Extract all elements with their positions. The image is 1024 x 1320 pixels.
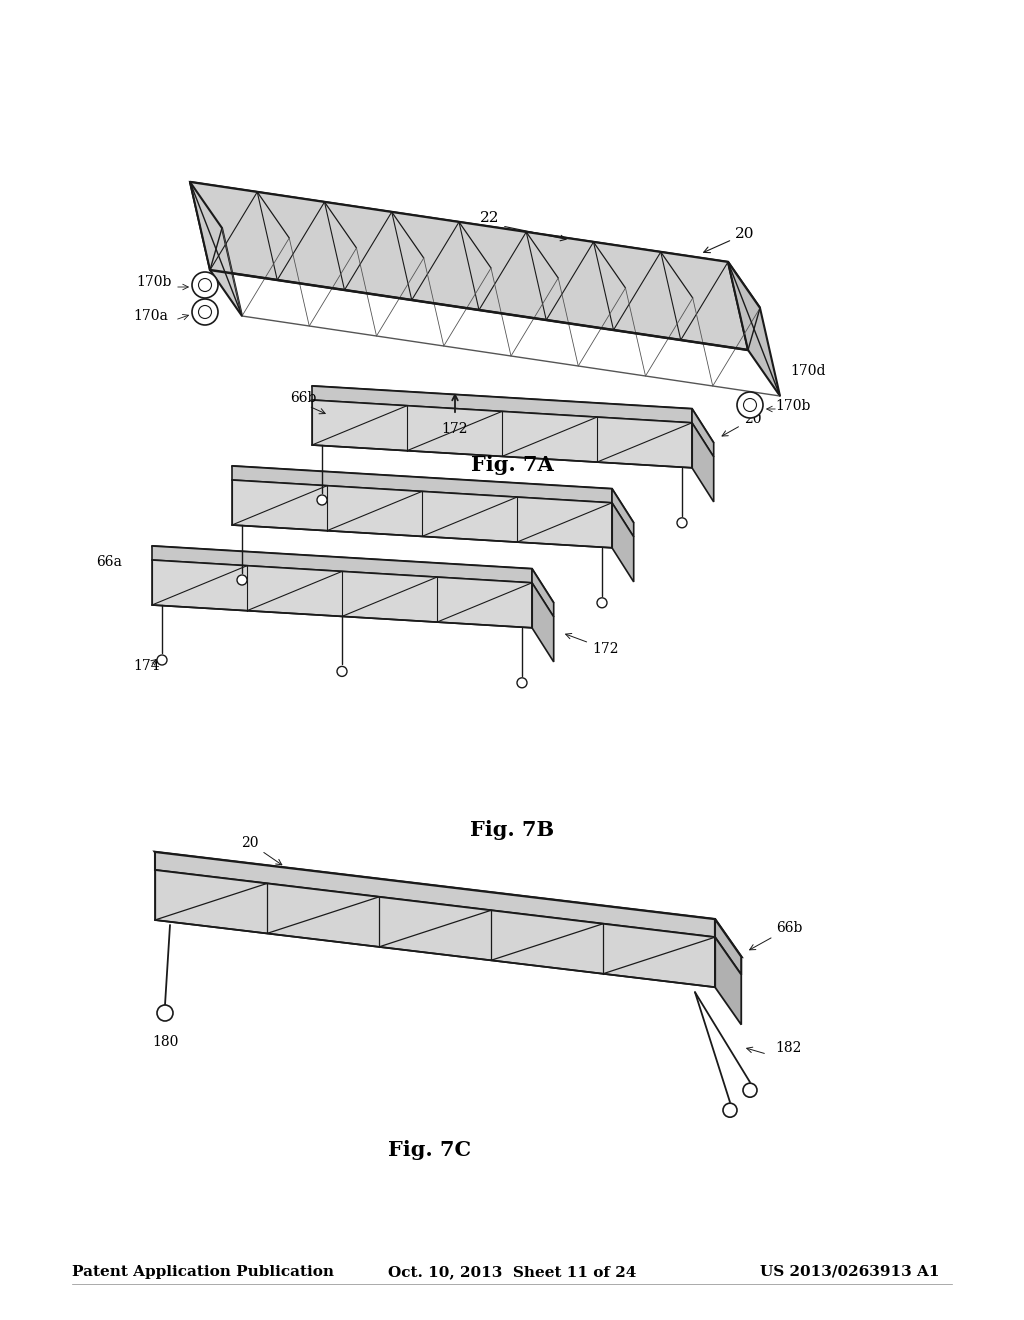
Circle shape [193, 272, 218, 298]
Polygon shape [232, 466, 634, 523]
Text: Fig. 7B: Fig. 7B [470, 820, 554, 840]
Polygon shape [190, 182, 760, 308]
Circle shape [157, 655, 167, 665]
Text: US 2013/0263913 A1: US 2013/0263913 A1 [761, 1265, 940, 1279]
Text: 20: 20 [703, 227, 755, 252]
Polygon shape [312, 385, 714, 444]
Text: 172: 172 [441, 422, 468, 436]
Polygon shape [715, 937, 741, 1024]
Circle shape [237, 576, 247, 585]
Text: 66b: 66b [291, 391, 316, 405]
Polygon shape [612, 503, 634, 582]
Circle shape [517, 677, 527, 688]
Polygon shape [715, 919, 741, 974]
Text: 20: 20 [242, 836, 282, 865]
Polygon shape [692, 409, 714, 457]
Text: Patent Application Publication: Patent Application Publication [72, 1265, 334, 1279]
Polygon shape [232, 466, 612, 503]
Polygon shape [728, 261, 780, 396]
Text: 174: 174 [134, 659, 161, 673]
Circle shape [677, 517, 687, 528]
Polygon shape [312, 400, 692, 467]
Text: 170a: 170a [133, 309, 168, 323]
Text: 182: 182 [775, 1041, 802, 1055]
Text: 170d: 170d [790, 364, 825, 378]
Text: 172: 172 [565, 634, 618, 656]
Circle shape [337, 667, 347, 676]
Polygon shape [532, 569, 554, 616]
Circle shape [597, 598, 607, 607]
Text: 20: 20 [722, 412, 761, 436]
Polygon shape [612, 488, 634, 537]
Text: 170b: 170b [136, 275, 172, 289]
Polygon shape [190, 182, 748, 350]
Polygon shape [312, 385, 692, 422]
Polygon shape [152, 546, 532, 583]
Circle shape [317, 495, 327, 506]
Text: 66b: 66b [750, 921, 803, 950]
Circle shape [737, 392, 763, 418]
Text: Fig. 7A: Fig. 7A [471, 455, 553, 475]
Text: Oct. 10, 2013  Sheet 11 of 24: Oct. 10, 2013 Sheet 11 of 24 [388, 1265, 636, 1279]
Polygon shape [190, 182, 242, 315]
Polygon shape [155, 870, 715, 987]
Polygon shape [155, 851, 741, 957]
Circle shape [723, 1104, 737, 1117]
Polygon shape [152, 560, 532, 628]
Text: 170b: 170b [775, 399, 810, 413]
Polygon shape [152, 546, 554, 603]
Polygon shape [692, 422, 714, 502]
Circle shape [193, 300, 218, 325]
Text: 22: 22 [480, 211, 500, 224]
Text: 180: 180 [152, 1035, 178, 1049]
Circle shape [157, 1005, 173, 1020]
Polygon shape [155, 851, 715, 937]
Polygon shape [532, 583, 554, 661]
Polygon shape [232, 480, 612, 548]
Circle shape [743, 1084, 757, 1097]
Text: Fig. 7C: Fig. 7C [388, 1140, 472, 1160]
Text: 66a: 66a [96, 554, 122, 569]
